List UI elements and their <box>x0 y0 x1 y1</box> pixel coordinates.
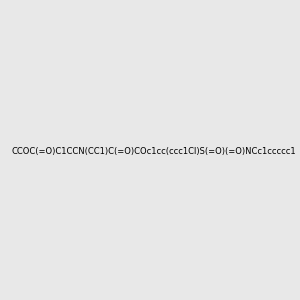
Text: CCOC(=O)C1CCN(CC1)C(=O)COc1cc(ccc1Cl)S(=O)(=O)NCc1ccccc1: CCOC(=O)C1CCN(CC1)C(=O)COc1cc(ccc1Cl)S(=… <box>11 147 296 156</box>
